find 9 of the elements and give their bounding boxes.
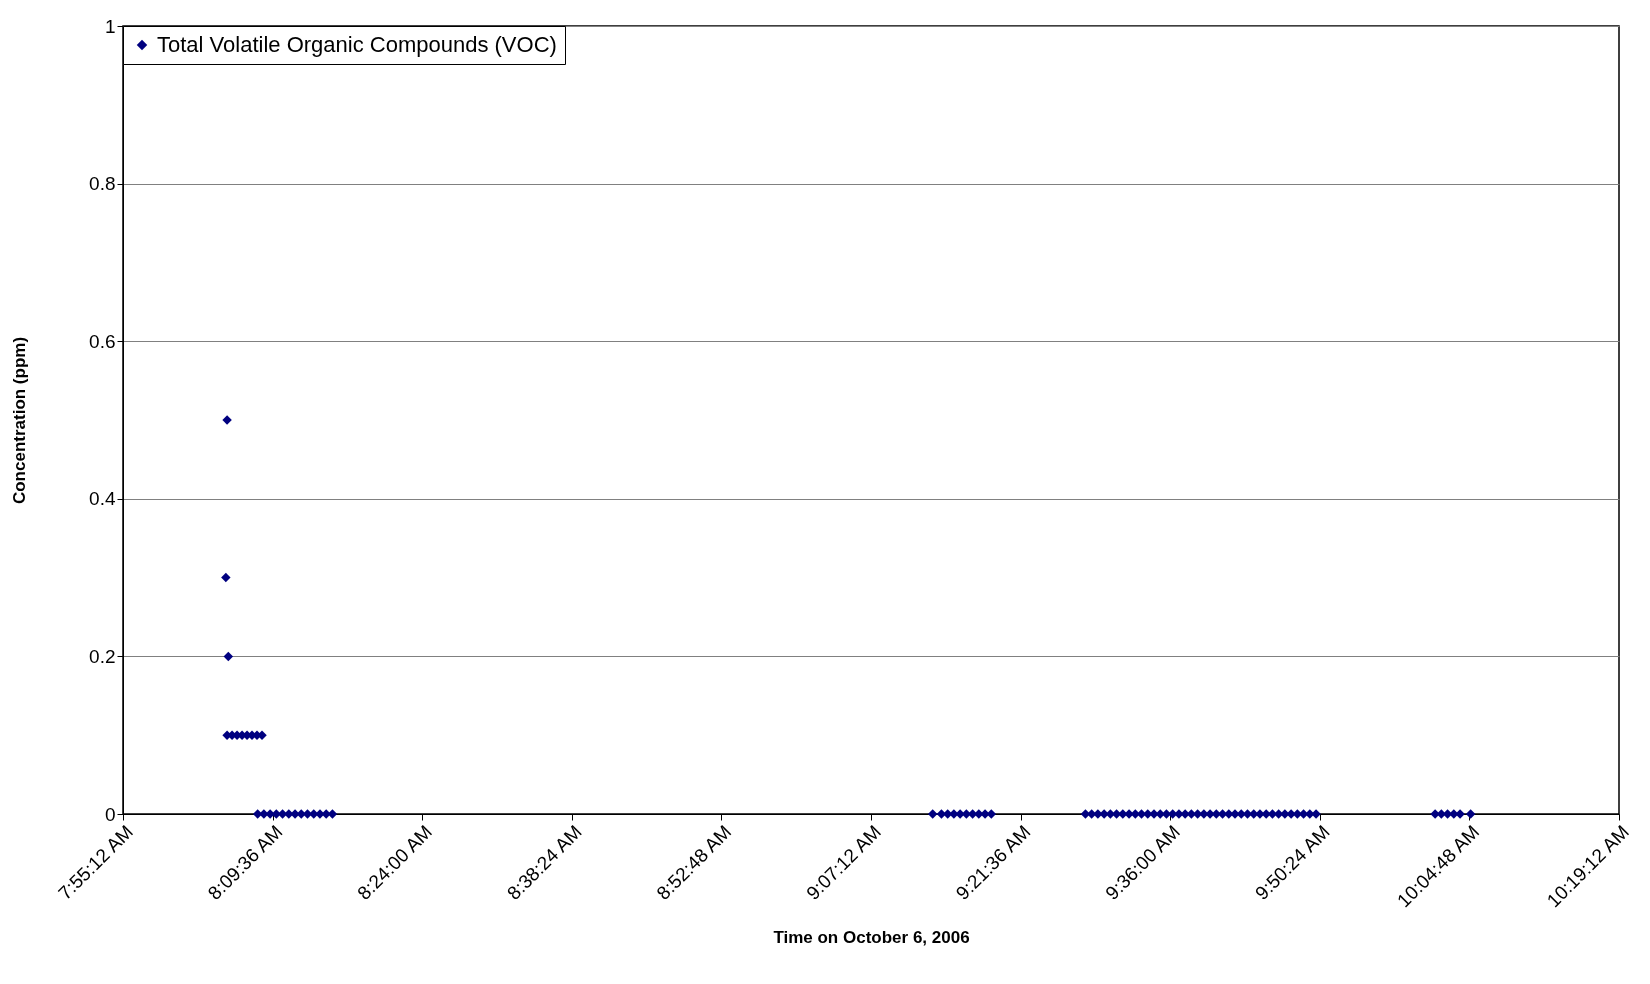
y-tick-label: 1: [104, 15, 116, 37]
legend-label: Total Volatile Organic Compounds (VOC): [157, 32, 557, 57]
y-axis-title: Concentration (ppm): [10, 336, 30, 505]
y-tick-label: 0.2: [89, 645, 116, 667]
y-tick-label: 0: [104, 803, 116, 825]
y-tick-label: 0.4: [89, 488, 116, 510]
x-axis-title: Time on October 6, 2006: [773, 928, 970, 948]
y-tick-label: 0.6: [89, 330, 116, 352]
y-tick-label: 0.8: [89, 173, 116, 195]
